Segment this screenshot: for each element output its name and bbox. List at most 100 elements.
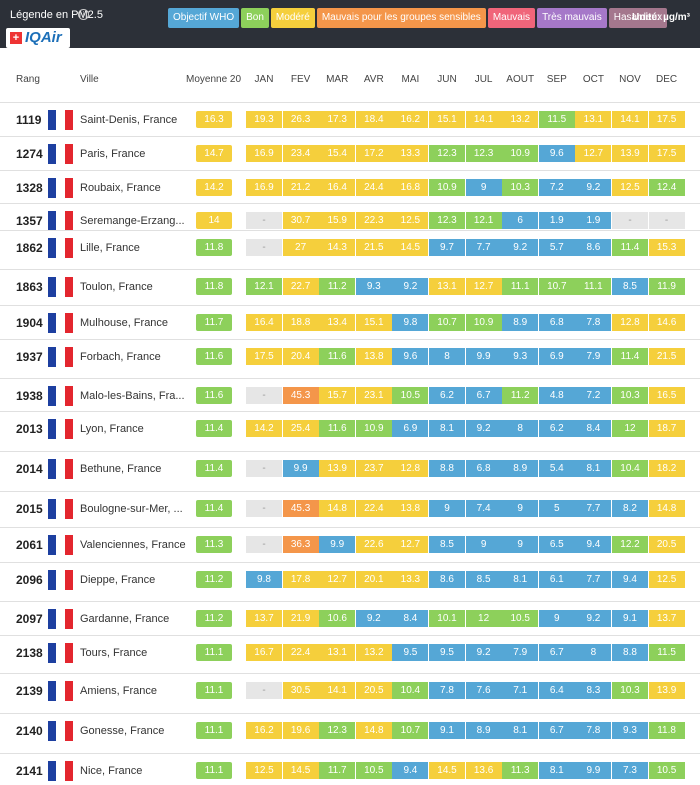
- table-row[interactable]: 1119 Saint-Denis, France 16.3 19.3 26.3 17.3 1…: [0, 102, 700, 136]
- month-value: 18.8: [282, 314, 319, 331]
- month-value: 12.8: [392, 460, 429, 477]
- header-month[interactable]: MAR: [326, 74, 349, 85]
- header-month[interactable]: SEP: [546, 74, 567, 85]
- table-row[interactable]: 1862 Lille, France 11.8-27 14.3 21.5 14.5 9.7 7…: [0, 230, 700, 264]
- city-link[interactable]: Gonesse, France: [80, 725, 165, 737]
- month-value: 21.9: [282, 610, 319, 627]
- city-link[interactable]: Gardanne, France: [80, 613, 170, 625]
- table-row[interactable]: 2097 Gardanne, France 11.2 13.7 21.9 10.6 9.2 8…: [0, 601, 700, 635]
- table-row[interactable]: 1863 Toulon, France 11.8 12.1 22.7 11.2 9.3 9.2…: [0, 269, 700, 303]
- month-value: 15.7: [319, 387, 356, 404]
- table-row[interactable]: 1938 Malo-les-Bains, Fra... 11.6-45.3 15.7 2…: [0, 378, 700, 412]
- month-value: 9: [502, 500, 539, 517]
- month-value: -: [612, 212, 648, 229]
- header-city[interactable]: Ville: [80, 74, 99, 85]
- city-link[interactable]: Valenciennes, France: [80, 539, 186, 551]
- table-row[interactable]: 2139 Amiens, France 11.1-30.5 14.1 20.5 10.4 7…: [0, 673, 700, 707]
- month-value: 8.1: [502, 571, 539, 588]
- header-month[interactable]: MAI: [401, 74, 420, 85]
- table-row[interactable]: 1328 Roubaix, France 14.2 16.9 21.2 16.4 24.4 1…: [0, 170, 700, 204]
- table-row[interactable]: 2015 Boulogne-sur-Mer, ... 11.4-45.3 14.8 22…: [0, 491, 700, 525]
- city-link[interactable]: Boulogne-sur-Mer, ...: [80, 503, 183, 515]
- legend-item: Très mauvais: [537, 8, 607, 28]
- table-row[interactable]: 1357 Seremange-Erzang... 14-30.7 15.9 22.3 12…: [0, 203, 700, 237]
- month-value: 10.5: [502, 610, 539, 627]
- header-month[interactable]: AVR: [363, 74, 384, 85]
- iqair-logo[interactable]: + IQAir: [6, 28, 70, 48]
- month-value: 14.8: [355, 722, 392, 739]
- month-value: 11.7: [319, 762, 356, 779]
- city-link[interactable]: Malo-les-Bains, Fra...: [80, 390, 185, 402]
- month-value: 12.7: [465, 278, 502, 295]
- average-value: 11.4: [196, 460, 232, 477]
- france-flag-icon: [48, 499, 73, 519]
- city-link[interactable]: Saint-Denis, France: [80, 114, 178, 126]
- header-month[interactable]: JUN: [437, 74, 457, 85]
- month-value: 6.5: [538, 536, 575, 553]
- month-value: 45.3: [282, 500, 319, 517]
- city-link[interactable]: Seremange-Erzang...: [80, 215, 185, 227]
- city-link[interactable]: Amiens, France: [80, 685, 158, 697]
- table-row[interactable]: 2140 Gonesse, France 11.1 16.2 19.6 12.3 14.8 1…: [0, 713, 700, 747]
- month-value: 8.3: [575, 682, 612, 699]
- month-value: 11.2: [502, 387, 539, 404]
- table-row[interactable]: 2138 Tours, France 11.1 16.7 22.4 13.1 13.2 9.5…: [0, 635, 700, 669]
- france-flag-icon: [48, 144, 73, 164]
- month-value: 14.3: [319, 239, 356, 256]
- table-row[interactable]: 2096 Dieppe, France 11.2 9.8 17.8 12.7 20.1 13.…: [0, 562, 700, 596]
- month-value: 7.8: [575, 314, 612, 331]
- month-value: 23.4: [282, 145, 319, 162]
- month-value: 20.4: [282, 348, 319, 365]
- table-row[interactable]: 1904 Mulhouse, France 11.7 16.4 18.8 13.4 15.1…: [0, 305, 700, 339]
- month-value: 8.1: [502, 722, 539, 739]
- city-link[interactable]: Nice, France: [80, 765, 143, 777]
- france-flag-icon: [48, 238, 73, 258]
- month-value: 12.3: [319, 722, 356, 739]
- header-month[interactable]: DEC: [656, 74, 678, 85]
- header-month[interactable]: JUL: [474, 74, 493, 85]
- header-average[interactable]: Moyenne 20: [186, 74, 242, 85]
- month-value: 13.6: [465, 762, 502, 779]
- header-rank[interactable]: Rang: [16, 74, 40, 85]
- table-row[interactable]: 2013 Lyon, France 11.4 14.2 25.4 11.6 10.9 6.9 8…: [0, 411, 700, 445]
- city-link[interactable]: Tours, France: [80, 647, 148, 659]
- month-value: 9.3: [612, 722, 648, 739]
- city-link[interactable]: Lyon, France: [80, 423, 144, 435]
- month-value: 6.9: [392, 420, 429, 437]
- header-month[interactable]: JAN: [254, 74, 274, 85]
- month-value: 16.5: [648, 387, 685, 404]
- header-month[interactable]: OCT: [582, 74, 604, 85]
- city-link[interactable]: Forbach, France: [80, 351, 161, 363]
- month-value: 11.9: [648, 278, 685, 295]
- header-month[interactable]: AOUT: [506, 74, 535, 85]
- month-value: 19.6: [282, 722, 319, 739]
- header-month[interactable]: FEV: [290, 74, 311, 85]
- table-row[interactable]: 1937 Forbach, France 11.6 17.5 20.4 11.6 13.8 9…: [0, 339, 700, 373]
- month-value: 21.5: [648, 348, 685, 365]
- city-link[interactable]: Mulhouse, France: [80, 317, 169, 329]
- header-month[interactable]: NOV: [619, 74, 641, 85]
- city-link[interactable]: Dieppe, France: [80, 574, 156, 586]
- month-value: 9.4: [575, 536, 612, 553]
- month-value: 14.1: [319, 682, 356, 699]
- month-value: 4.8: [538, 387, 575, 404]
- month-value: 9.4: [392, 762, 429, 779]
- month-value: 30.5: [282, 682, 319, 699]
- city-link[interactable]: Paris, France: [80, 148, 146, 160]
- city-link[interactable]: Toulon, France: [80, 281, 153, 293]
- table-row[interactable]: 2061 Valenciennes, France 11.3-36.3 9.9 22.6…: [0, 527, 700, 561]
- month-value: 9.2: [355, 610, 392, 627]
- city-link[interactable]: Bethune, France: [80, 463, 162, 475]
- month-value: 8: [502, 420, 539, 437]
- month-value: 8.4: [575, 420, 612, 437]
- city-link[interactable]: Lille, France: [80, 242, 140, 254]
- table-row[interactable]: 2014 Bethune, France 11.4-9.9 13.9 23.7 12.8 8…: [0, 451, 700, 485]
- month-value: 14.8: [648, 500, 685, 517]
- month-value: 7.2: [538, 179, 575, 196]
- city-link[interactable]: Roubaix, France: [80, 182, 161, 194]
- month-value: 11.5: [538, 111, 575, 128]
- table-row[interactable]: 1274 Paris, France 14.7 16.9 23.4 15.4 17.2 13.…: [0, 136, 700, 170]
- table-row[interactable]: 2141 Nice, France 11.1 12.5 14.5 11.7 10.5 9.4 1…: [0, 753, 700, 785]
- month-value: 8.5: [429, 536, 465, 553]
- info-icon[interactable]: i: [78, 9, 89, 20]
